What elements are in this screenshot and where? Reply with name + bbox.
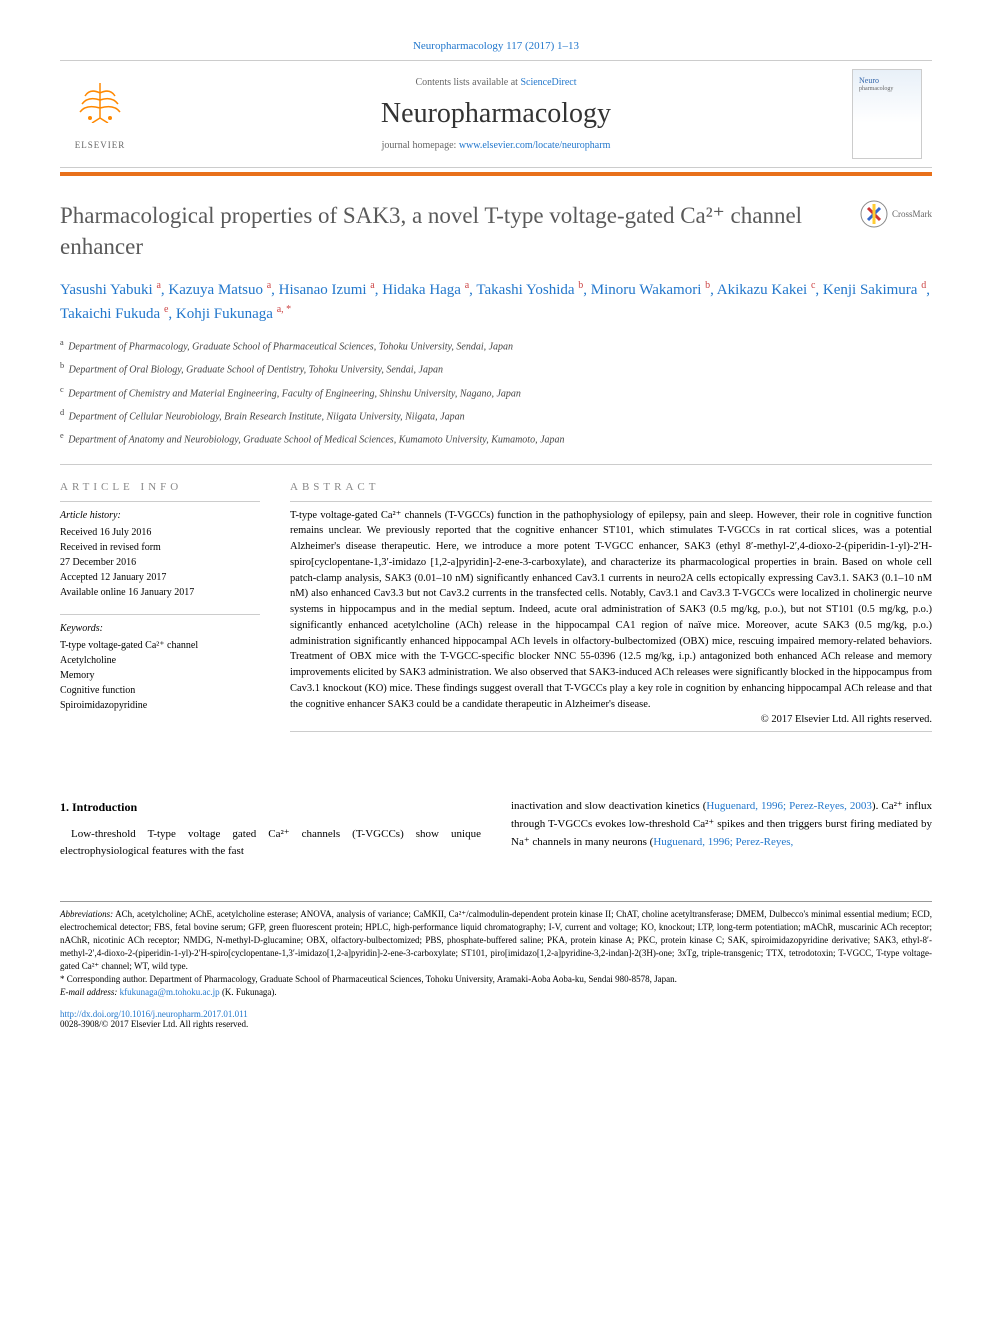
affiliation: e Department of Anatomy and Neurobiology… <box>60 430 932 447</box>
history-label: Article history: <box>60 508 260 523</box>
email-footnote: E-mail address: kfukunaga@m.tohoku.ac.jp… <box>60 986 932 999</box>
body-column-left: 1. Introduction Low-threshold T-type vol… <box>60 798 481 860</box>
email-suffix: (K. Fukunaga). <box>220 987 277 997</box>
body-column-right: inactivation and slow deactivation kinet… <box>511 798 932 860</box>
keyword: T-type voltage-gated Ca²⁺ channel <box>60 638 260 653</box>
authors-list: Yasushi Yabuki a, Kazuya Matsuo a, Hisan… <box>60 278 932 325</box>
publisher-name: ELSEVIER <box>60 140 140 150</box>
intro-paragraph-1: Low-threshold T-type voltage gated Ca²⁺ … <box>60 826 481 861</box>
crossmark-badge[interactable]: CrossMark <box>860 200 932 228</box>
abstract-copyright: © 2017 Elsevier Ltd. All rights reserved… <box>290 714 932 725</box>
intro-paragraph-2: inactivation and slow deactivation kinet… <box>511 798 932 851</box>
keyword: Memory <box>60 668 260 683</box>
history-line: Available online 16 January 2017 <box>60 585 260 600</box>
divider <box>60 464 932 465</box>
abstract-text: T-type voltage-gated Ca²⁺ channels (T-VG… <box>290 501 932 713</box>
journal-reference: Neuropharmacology 117 (2017) 1–13 <box>60 40 932 52</box>
doi-line: http://dx.doi.org/10.1016/j.neuropharm.2… <box>60 1009 932 1019</box>
history-line: Received 16 July 2016 <box>60 525 260 540</box>
elsevier-tree-icon <box>70 78 130 138</box>
abstract-column: ABSTRACT T-type voltage-gated Ca²⁺ chann… <box>290 481 932 749</box>
article-title: Pharmacological properties of SAK3, a no… <box>60 200 860 262</box>
abstract-heading: ABSTRACT <box>290 481 932 493</box>
journal-cover-thumbnail <box>852 69 922 159</box>
history-line: Accepted 12 January 2017 <box>60 570 260 585</box>
homepage-prefix: journal homepage: <box>382 140 459 151</box>
corresp-label: * Corresponding author. <box>60 974 147 984</box>
footnotes: Abbreviations: ACh, acetylcholine; AChE,… <box>60 901 932 999</box>
contents-available-line: Contents lists available at ScienceDirec… <box>140 77 852 88</box>
keywords-label: Keywords: <box>60 621 260 636</box>
journal-name: Neuropharmacology <box>140 98 852 130</box>
corresp-text: Department of Pharmacology, Graduate Sch… <box>147 974 677 984</box>
affiliation: a Department of Pharmacology, Graduate S… <box>60 337 932 354</box>
sciencedirect-link[interactable]: ScienceDirect <box>520 77 576 88</box>
keyword: Spiroimidazopyridine <box>60 698 260 713</box>
accent-rule <box>60 172 932 176</box>
journal-homepage-link[interactable]: www.elsevier.com/locate/neuropharm <box>459 140 611 151</box>
history-line: 27 December 2016 <box>60 555 260 570</box>
crossmark-label: CrossMark <box>892 209 932 219</box>
abbreviations-footnote: Abbreviations: ACh, acetylcholine; AChE,… <box>60 908 932 973</box>
keyword: Cognitive function <box>60 683 260 698</box>
intro-heading: 1. Introduction <box>60 798 481 817</box>
issn-copyright: 0028-3908/© 2017 Elsevier Ltd. All right… <box>60 1019 932 1029</box>
journal-homepage-line: journal homepage: www.elsevier.com/locat… <box>140 140 852 151</box>
journal-header: ELSEVIER Contents lists available at Sci… <box>60 60 932 168</box>
citation-link[interactable]: Huguenard, 1996; Perez-Reyes, 2003 <box>706 800 872 812</box>
publisher-logo-block: ELSEVIER <box>60 78 140 150</box>
keyword: Acetylcholine <box>60 653 260 668</box>
email-link[interactable]: kfukunaga@m.tohoku.ac.jp <box>117 987 219 997</box>
divider <box>290 731 932 732</box>
article-info-heading: ARTICLE INFO <box>60 481 260 493</box>
contents-prefix: Contents lists available at <box>415 77 520 88</box>
affiliation: c Department of Chemistry and Material E… <box>60 384 932 401</box>
email-label: E-mail address: <box>60 987 117 997</box>
corresponding-author-footnote: * Corresponding author. Department of Ph… <box>60 973 932 986</box>
crossmark-icon <box>860 200 888 228</box>
article-info-column: ARTICLE INFO Article history: Received 1… <box>60 481 260 749</box>
abbrev-text: ACh, acetylcholine; AChE, acetylcholine … <box>60 909 932 971</box>
abbrev-label: Abbreviations: <box>60 909 113 919</box>
history-line: Received in revised form <box>60 540 260 555</box>
intro-text: inactivation and slow deactivation kinet… <box>511 800 706 812</box>
doi-link[interactable]: http://dx.doi.org/10.1016/j.neuropharm.2… <box>60 1009 248 1019</box>
affiliation: b Department of Oral Biology, Graduate S… <box>60 360 932 377</box>
citation-link[interactable]: Huguenard, 1996; Perez-Reyes, <box>653 836 793 848</box>
affiliation: d Department of Cellular Neurobiology, B… <box>60 407 932 424</box>
